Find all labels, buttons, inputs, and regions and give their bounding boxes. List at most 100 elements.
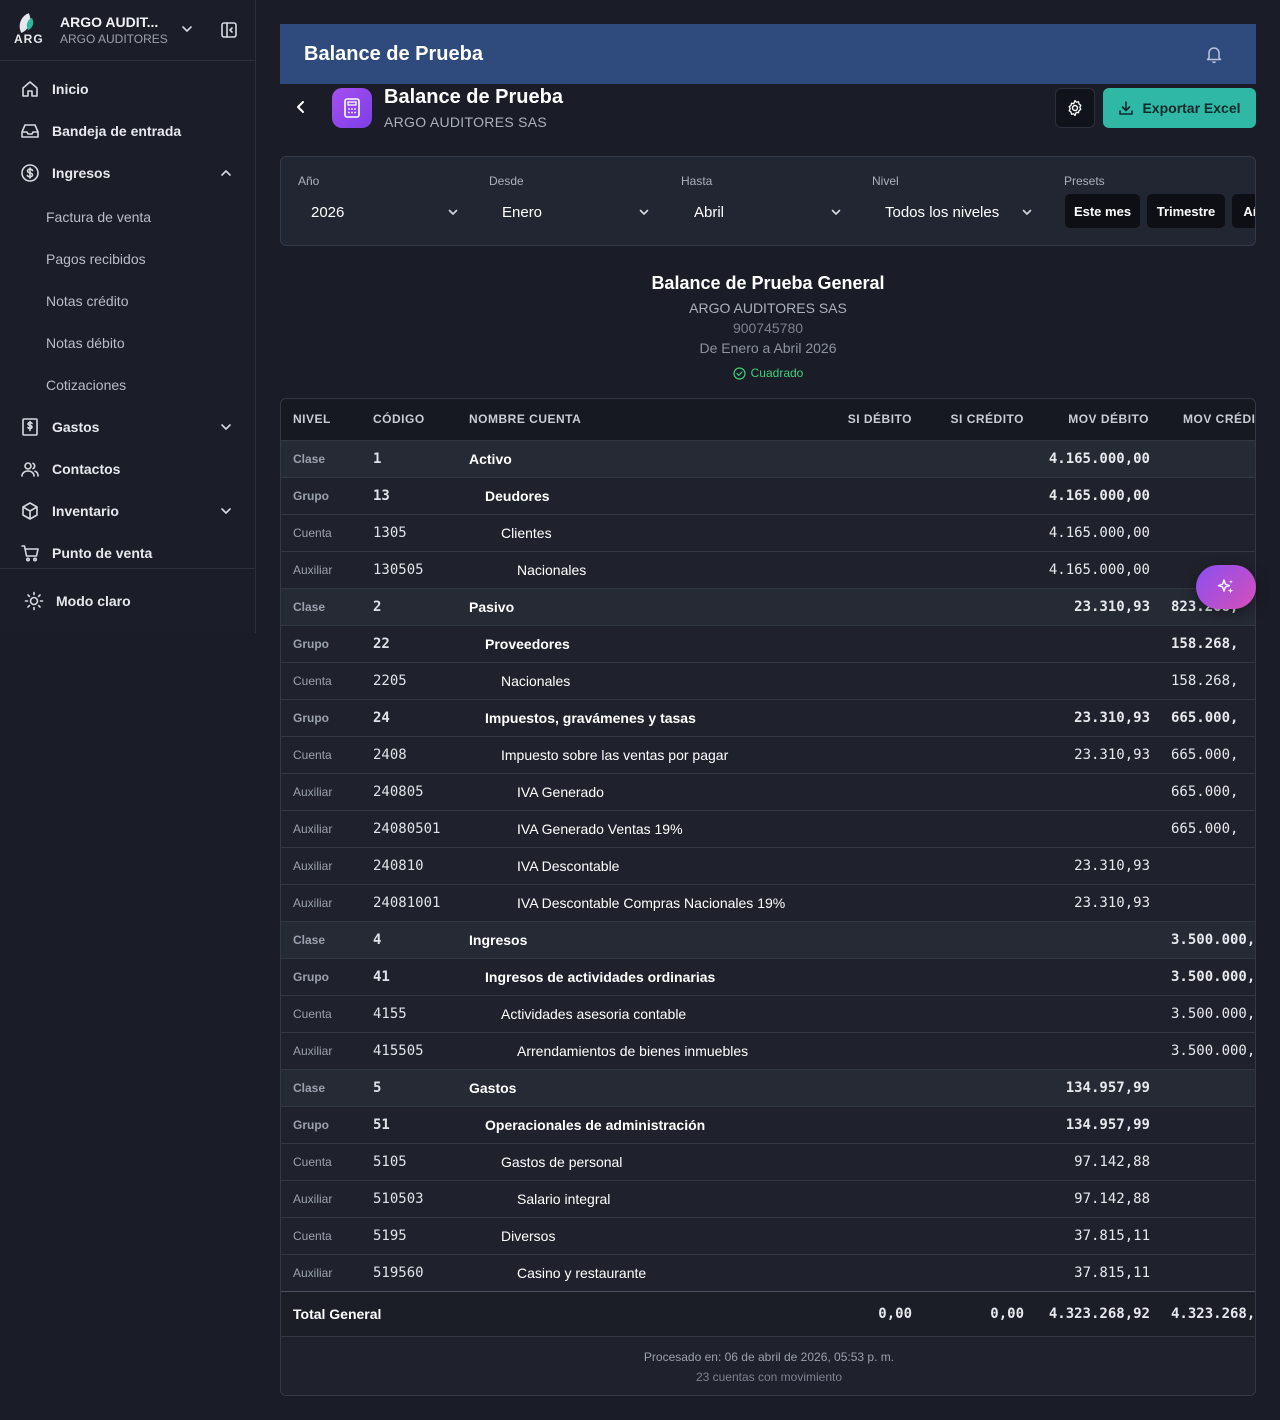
col-mov-debito: MOV DÉBITO — [1068, 412, 1149, 426]
total-mov-debito: 4.323.268,92 — [1048, 1306, 1150, 1322]
row-account-name: Impuestos, gravámenes y tasas — [485, 710, 696, 726]
ai-assistant-button[interactable] — [1196, 565, 1256, 609]
chevron-down-icon — [638, 206, 650, 218]
sidebar-collapse-icon[interactable] — [220, 21, 238, 39]
row-account-name: Ingresos — [469, 932, 528, 948]
row-level: Grupo — [293, 1118, 329, 1132]
row-code: 240810 — [373, 858, 424, 874]
row-mov-debito: 23.310,93 — [1074, 747, 1150, 763]
row-mov-credito: 3.500.000, — [1171, 1043, 1256, 1059]
level-select[interactable]: Todos los niveles — [885, 197, 1035, 227]
row-level: Clase — [293, 1081, 326, 1095]
row-level: Cuenta — [293, 526, 332, 540]
row-level: Grupo — [293, 711, 329, 725]
row-code: 5195 — [373, 1228, 407, 1244]
chevron-down-icon — [830, 206, 842, 218]
chevron-down-icon[interactable] — [180, 22, 194, 36]
row-account-name: Nacionales — [501, 673, 571, 689]
row-code: 130505 — [373, 562, 424, 578]
row-code: 240805 — [373, 784, 424, 800]
sun-icon — [24, 591, 44, 611]
row-mov-debito: 97.142,88 — [1074, 1191, 1150, 1207]
sidebar-item-bandeja[interactable]: Bandeja de entrada — [0, 113, 255, 149]
balance-table: NIVEL CÓDIGO NOMBRE CUENTA SI DÉBITO SI … — [280, 398, 1256, 1396]
row-code: 1 — [373, 451, 382, 467]
bell-icon[interactable] — [1204, 44, 1224, 64]
table-row: Grupo 13 Deudores 4.165.000,00 — [281, 477, 1255, 514]
org-switcher[interactable]: ARG ARGO AUDIT... ARGO AUDITORES — [0, 0, 255, 61]
row-account-name: Diversos — [501, 1228, 556, 1244]
row-level: Auxiliar — [293, 822, 333, 836]
to-select[interactable]: Abril — [694, 197, 844, 227]
cart-icon — [20, 543, 40, 563]
row-account-name: Actividades asesoria contable — [501, 1006, 687, 1022]
to-label: Hasta — [681, 174, 713, 188]
preset-ano-button[interactable]: Año — [1232, 194, 1255, 228]
table-row: Cuenta 4155 Actividades asesoria contable 3… — [281, 995, 1256, 1032]
sidebar-item-punto-venta[interactable]: Punto de venta — [0, 535, 255, 571]
year-select[interactable]: 2026 — [311, 197, 461, 227]
export-excel-button[interactable]: Exportar Excel — [1103, 88, 1256, 128]
presets-label: Presets — [1064, 174, 1105, 188]
row-level: Clase — [293, 452, 326, 466]
preset-este-mes-button[interactable]: Este mes — [1065, 194, 1140, 228]
row-mov-debito: 4.165.000,00 — [1048, 488, 1150, 504]
chevron-down-icon — [447, 206, 459, 218]
row-mov-credito: 3.500.000, — [1171, 1006, 1256, 1022]
row-code: 415505 — [373, 1043, 424, 1059]
table-row: Grupo 22 Proveedores 158.268, — [281, 625, 1255, 662]
back-arrow-icon[interactable] — [292, 98, 310, 116]
row-mov-credito: 665.000, — [1171, 747, 1239, 763]
row-code: 24081001 — [373, 895, 441, 911]
sidebar-item-inventario[interactable]: Inventario — [0, 493, 255, 529]
sparkles-icon — [1216, 577, 1236, 597]
row-mov-debito: 23.310,93 — [1074, 710, 1150, 726]
row-code: 2205 — [373, 673, 407, 689]
row-level: Clase — [293, 933, 326, 947]
row-code: 519560 — [373, 1265, 424, 1281]
row-mov-credito: 3.500.000, — [1171, 932, 1256, 948]
row-account-name: Ingresos de actividades ordinarias — [485, 969, 716, 985]
table-row: Grupo 51 Operacionales de administración 13… — [281, 1106, 1255, 1143]
sidebar-item-gastos[interactable]: Gastos — [0, 409, 255, 445]
table-row: Auxiliar 130505 Nacionales 4.165.000,00 — [281, 551, 1255, 588]
sidebar-subitem-factura[interactable]: Factura de venta — [46, 209, 152, 225]
dollar-circle-icon — [20, 163, 40, 183]
row-mov-debito: 4.165.000,00 — [1048, 451, 1150, 467]
theme-toggle[interactable]: Modo claro — [0, 583, 255, 619]
row-code: 51 — [373, 1117, 390, 1133]
sidebar-subitem-notas-credito[interactable]: Notas crédito — [46, 293, 129, 309]
sidebar-item-inicio[interactable]: Inicio — [0, 71, 255, 107]
row-code: 4155 — [373, 1006, 407, 1022]
row-level: Grupo — [293, 637, 329, 651]
settings-button[interactable] — [1055, 88, 1095, 128]
preset-trimestre-button[interactable]: Trimestre — [1147, 194, 1225, 228]
table-row: Auxiliar 24081001 IVA Descontable Compras … — [281, 884, 1255, 921]
row-mov-debito: 134.957,99 — [1065, 1117, 1150, 1133]
sidebar-subitem-pagos[interactable]: Pagos recibidos — [46, 251, 146, 267]
report-nit: 900745780 — [732, 320, 804, 336]
chevron-down-icon — [1021, 206, 1033, 218]
row-code: 24 — [373, 710, 390, 726]
table-header: NIVEL CÓDIGO NOMBRE CUENTA SI DÉBITO SI … — [281, 399, 1255, 440]
from-select[interactable]: Enero — [502, 197, 652, 227]
col-si-debito: SI DÉBITO — [847, 412, 912, 426]
check-circle-icon — [733, 366, 751, 380]
table-row: Clase 2 Pasivo 23.310,93 823.268, — [281, 588, 1255, 625]
row-account-name: Operacionales de administración — [485, 1117, 706, 1133]
total-row: Total General 0,00 0,00 4.323.268,92 4.3… — [281, 1291, 1255, 1336]
col-nombre: NOMBRE CUENTA — [469, 412, 582, 426]
page-title: Balance de Prueba — [384, 86, 563, 108]
row-mov-credito: 665.000, — [1171, 784, 1239, 800]
total-si-credito: 0,00 — [990, 1306, 1024, 1322]
sidebar-subitem-cotizaciones[interactable]: Cotizaciones — [46, 377, 127, 393]
row-mov-debito: 37.815,11 — [1074, 1265, 1150, 1281]
table-row: Auxiliar 415505 Arrendamientos de bienes i… — [281, 1032, 1256, 1069]
row-code: 510503 — [373, 1191, 424, 1207]
sidebar-item-ingresos[interactable]: Ingresos — [0, 155, 255, 191]
sidebar-subitem-notas-debito[interactable]: Notas débito — [46, 335, 125, 351]
sidebar-item-contactos[interactable]: Contactos — [0, 451, 255, 487]
row-account-name: Proveedores — [485, 636, 570, 652]
table-row: Auxiliar 240810 IVA Descontable 23.310,93 — [281, 847, 1255, 884]
row-level: Cuenta — [293, 1007, 332, 1021]
